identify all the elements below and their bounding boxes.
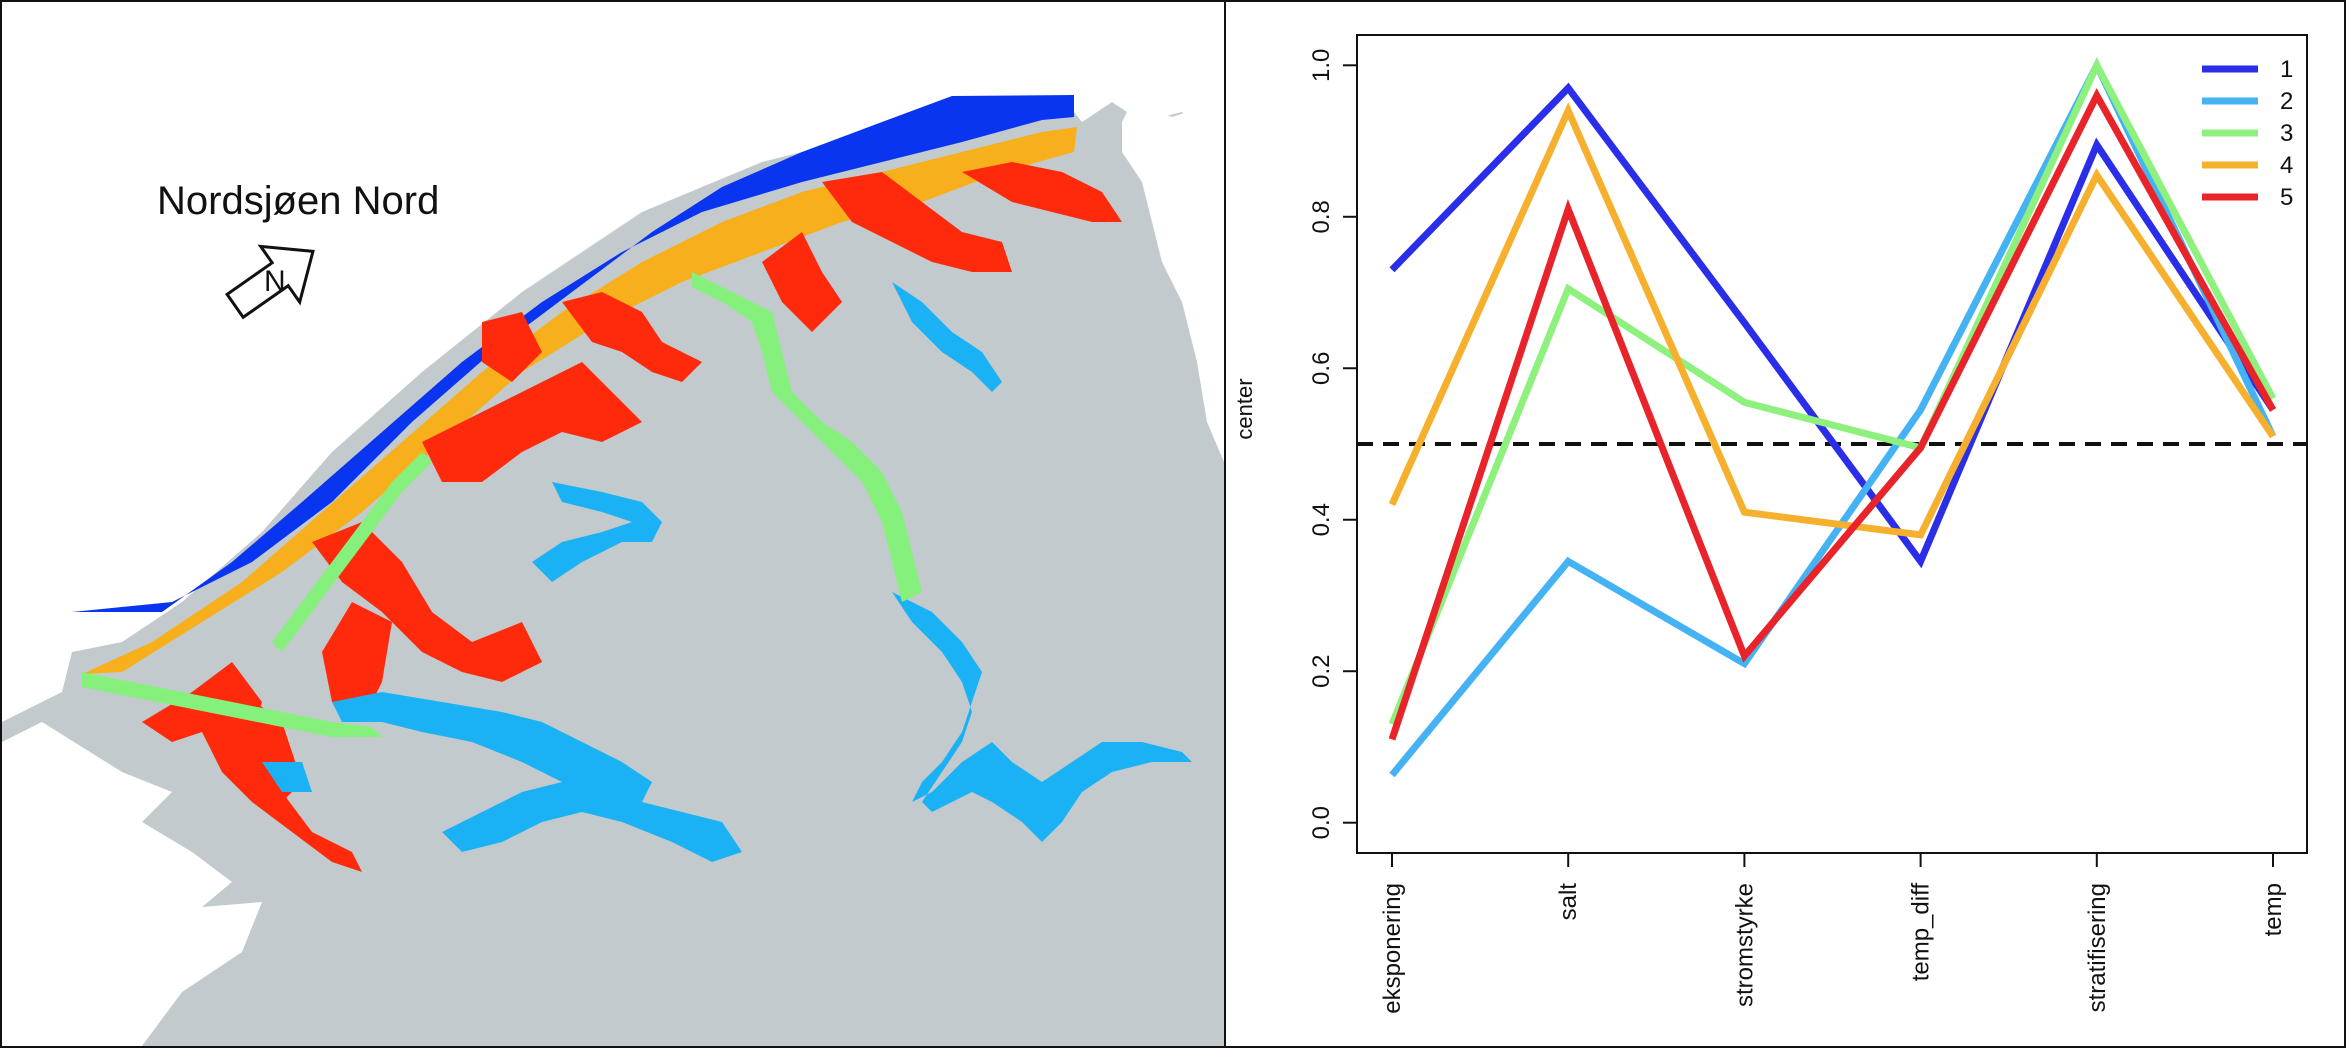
y-tick-label: 0.8 bbox=[1308, 200, 1335, 233]
x-tick-label: temp_diff bbox=[1908, 883, 1935, 982]
cluster-2-region bbox=[262, 282, 1192, 862]
north-arrow-letter: N bbox=[264, 265, 286, 298]
series-4-line bbox=[1388, 102, 2276, 539]
legend-label-1: 1 bbox=[2280, 56, 2293, 83]
y-tick-label: 1.0 bbox=[1308, 49, 1335, 82]
legend-label-3: 3 bbox=[2280, 120, 2293, 147]
series-5-line bbox=[1388, 88, 2277, 741]
north-arrow-icon: N bbox=[225, 244, 315, 320]
map-panel: Nordsjøen Nord N bbox=[0, 0, 1226, 1048]
y-tick-label: 0.0 bbox=[1308, 806, 1335, 839]
x-tick-label: stratifisering bbox=[2084, 883, 2111, 1012]
cluster-3-region bbox=[82, 272, 922, 737]
land-area bbox=[2, 97, 1224, 1046]
chart-panel: 0.0 0.2 0.4 0.6 0.8 1.0 center eksponering salt s… bbox=[1224, 0, 2346, 1048]
x-tick-label: eksponering bbox=[1379, 883, 1406, 1014]
y-axis-label: center bbox=[1232, 378, 1257, 439]
cluster-center-line-chart: 0.0 0.2 0.4 0.6 0.8 1.0 center eksponering salt s… bbox=[1232, 34, 2308, 1014]
legend: 1 2 3 4 5 bbox=[2202, 56, 2293, 211]
unclassified-land-southwest bbox=[2, 722, 262, 1046]
y-tick-label: 0.2 bbox=[1308, 655, 1335, 688]
series-3-line bbox=[1388, 57, 2277, 726]
y-tick-label: 0.6 bbox=[1308, 352, 1335, 385]
series-layer bbox=[1388, 57, 2277, 778]
x-tick-label: temp bbox=[2260, 883, 2287, 936]
legend-label-4: 4 bbox=[2280, 152, 2293, 179]
legend-label-2: 2 bbox=[2280, 88, 2293, 115]
legend-label-5: 5 bbox=[2280, 184, 2293, 211]
map-title: Nordsjøen Nord bbox=[157, 179, 439, 223]
coastal-map: Nordsjøen Nord N bbox=[2, 95, 1224, 1046]
x-tick-label: salt bbox=[1555, 883, 1582, 921]
unclassified-land-northeast bbox=[1122, 102, 1224, 462]
x-tick-label: stromstyrke bbox=[1731, 883, 1758, 1007]
series-1-line bbox=[1389, 82, 2276, 569]
y-tick-label: 0.4 bbox=[1308, 503, 1335, 536]
